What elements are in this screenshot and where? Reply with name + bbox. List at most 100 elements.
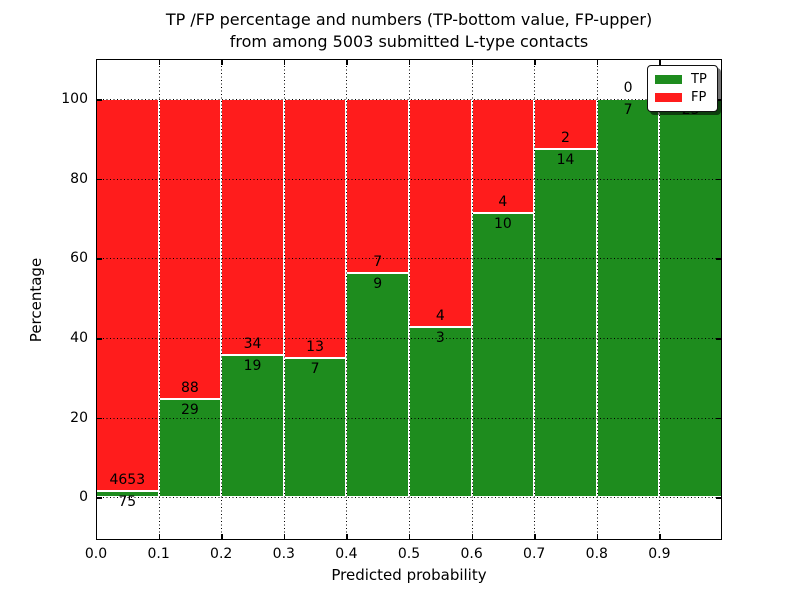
- fp-count-label: 4653: [109, 472, 146, 489]
- x-tick-mark: [534, 59, 536, 65]
- x-tick-label: 0.6: [460, 546, 483, 562]
- y-tick-label: 40: [70, 330, 88, 347]
- x-tick-label: 0.5: [397, 546, 421, 562]
- y-tick-label: 0: [79, 489, 88, 506]
- x-tick-mark: [158, 534, 160, 540]
- x-tick-label: 0.7: [523, 546, 546, 562]
- x-axis-label: Predicted probability: [331, 566, 487, 584]
- fp-count-label: 13: [306, 339, 325, 356]
- y-tick-mark: [96, 258, 102, 260]
- y-tick-label: 20: [70, 409, 88, 426]
- fp-bar-segment: [471, 99, 535, 213]
- fp-bar-segment: [346, 99, 409, 274]
- tp-count-label: 19: [243, 357, 262, 374]
- x-tick-mark: [471, 534, 473, 540]
- fp-legend-swatch: [655, 93, 682, 102]
- x-gridline: [471, 59, 473, 540]
- fp-count-label: 2: [561, 129, 570, 146]
- fp-count-label: 7: [373, 254, 383, 271]
- fp-count-label: 4: [498, 193, 508, 210]
- x-tick-mark: [221, 59, 223, 65]
- tp-legend-swatch: [655, 75, 682, 84]
- tp-bar-segment: [534, 148, 597, 498]
- legend: TP FP: [647, 65, 718, 112]
- fp-count-label: 34: [243, 335, 262, 352]
- y-axis-label: Percentage: [27, 257, 45, 343]
- x-tick-mark: [596, 59, 599, 65]
- tp-count-label: 10: [493, 215, 512, 232]
- plot-area: 46537588293419137794341021407025: [96, 59, 722, 540]
- fp-legend-label: FP: [691, 90, 707, 105]
- legend-row-tp: TP: [655, 73, 710, 86]
- tp-count-label: 29: [180, 401, 199, 418]
- x-tick-mark: [96, 534, 98, 540]
- legend-row-fp: FP: [655, 91, 710, 104]
- tp-count-label: 3: [435, 329, 445, 346]
- y-tick-mark: [96, 497, 102, 499]
- y-tick-mark: [716, 258, 722, 260]
- tp-count-label: 7: [310, 361, 320, 378]
- x-tick-label: 0.1: [147, 546, 170, 562]
- chart-title-line2: from among 5003 submitted L-type contact…: [229, 32, 589, 51]
- x-tick-mark: [96, 59, 98, 65]
- x-gridline: [659, 59, 661, 540]
- x-tick-mark: [283, 534, 286, 540]
- y-tick-mark: [716, 497, 722, 499]
- x-gridline: [346, 59, 348, 540]
- chart-title-line1: TP /FP percentage and numbers (TP-bottom…: [165, 10, 653, 29]
- x-tick-mark: [409, 534, 411, 540]
- x-tick-label: 0.9: [648, 546, 671, 562]
- y-tick-mark: [96, 338, 102, 340]
- x-tick-label: 0.4: [335, 546, 358, 562]
- x-gridline: [283, 59, 285, 540]
- x-tick-label: 0.8: [585, 546, 608, 562]
- tp-bar-segment: [283, 358, 347, 498]
- x-gridline: [409, 59, 410, 540]
- grid-layer: [96, 59, 722, 540]
- tp-legend-label: TP: [691, 72, 707, 87]
- x-tick-mark: [221, 534, 223, 540]
- x-tick-mark: [409, 59, 411, 65]
- y-tick-mark: [96, 178, 102, 181]
- fp-bar-segment: [283, 99, 347, 359]
- fp-count-label: 88: [180, 379, 199, 396]
- x-gridline: [221, 59, 223, 540]
- x-tick-label: 0.0: [84, 546, 108, 562]
- fp-bar-segment: [409, 99, 472, 327]
- x-tick-mark: [471, 59, 473, 65]
- x-tick-label: 0.2: [210, 546, 233, 562]
- x-tick-mark: [346, 59, 348, 65]
- ticks-layer: [96, 59, 722, 540]
- y-tick-mark: [716, 99, 722, 101]
- x-gridline: [534, 59, 536, 540]
- x-gridline: [596, 59, 598, 540]
- x-tick-mark: [659, 59, 661, 65]
- x-tick-mark: [659, 534, 661, 540]
- x-gridline: [158, 59, 160, 540]
- x-tick-mark: [346, 534, 348, 540]
- bar-labels-layer: 46537588293419137794341021407025: [96, 59, 722, 540]
- tp-bar-segment: [346, 273, 409, 498]
- chart-title: TP /FP percentage and numbers (TP-bottom…: [96, 9, 722, 53]
- tp-bar-segment: [221, 354, 284, 498]
- y-tick-mark: [716, 338, 722, 340]
- y-tick-mark: [96, 417, 102, 420]
- y-tick-label: 60: [70, 250, 88, 267]
- y-tick-mark: [96, 99, 102, 101]
- fp-bar-segment: [158, 99, 222, 399]
- y-tick-mark: [716, 178, 722, 181]
- y-tick-mark: [716, 417, 722, 420]
- tp-count-label: 7: [623, 102, 633, 119]
- fp-bar-segment: [96, 99, 159, 492]
- fp-bar-segment: [534, 99, 597, 149]
- tp-bar-segment: [596, 99, 660, 498]
- tp-count-label: 75: [118, 494, 137, 511]
- x-tick-mark: [596, 534, 599, 540]
- x-tick-label: 0.3: [272, 546, 295, 562]
- x-tick-mark: [158, 59, 160, 65]
- y-tick-label: 100: [61, 91, 88, 108]
- y-tick-label: 80: [70, 170, 88, 187]
- x-tick-mark: [283, 59, 286, 65]
- x-tick-mark: [534, 534, 536, 540]
